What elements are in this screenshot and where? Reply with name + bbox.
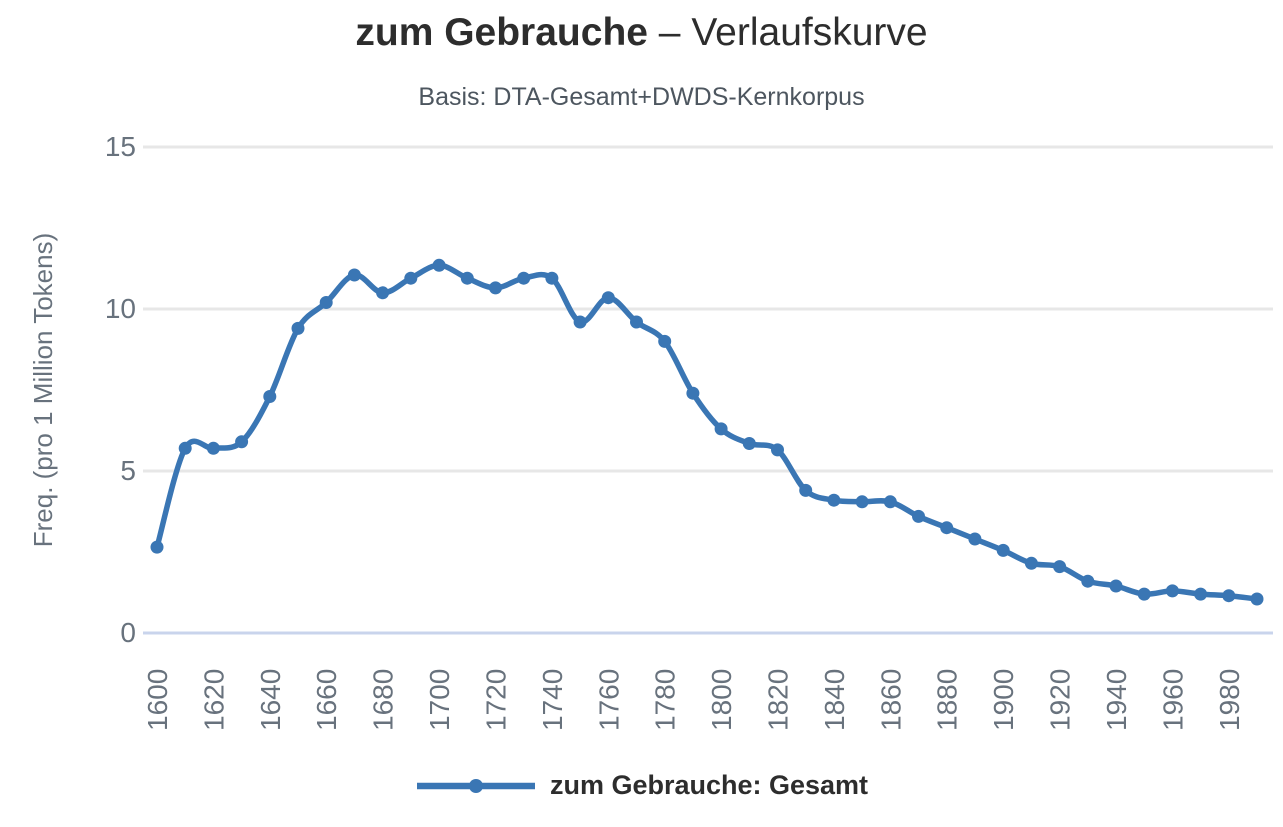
data-point: [1222, 589, 1236, 603]
x-tick-label: 1840: [819, 669, 850, 731]
data-point: [376, 286, 390, 300]
x-tick-label: 1820: [763, 669, 794, 731]
chart-subtitle: Basis: DTA-Gesamt+DWDS-Kernkorpus: [418, 83, 865, 111]
data-point: [235, 435, 249, 449]
data-point: [630, 315, 643, 329]
data-point: [319, 296, 333, 309]
data-point: [686, 386, 700, 400]
title-term: zum Gebrauche: [355, 11, 648, 54]
data-point: [1109, 579, 1123, 593]
legend-marker-icon: [468, 778, 483, 793]
legend: zum Gebrauche: Gesamt: [0, 770, 1283, 801]
x-tick-label: 1720: [481, 669, 512, 731]
data-point: [1165, 584, 1179, 598]
data-point: [545, 271, 559, 285]
data-point: [1250, 592, 1264, 606]
x-tick-label: 1860: [875, 669, 906, 731]
data-point: [996, 543, 1010, 557]
x-tick-label: 1900: [988, 669, 1019, 731]
data-point: [517, 271, 531, 285]
line-chart: 0 5 10 15 1600 1620 1640 1660 1680 1700 1720 1740 17…: [28, 131, 1273, 731]
x-tick-label: 1620: [198, 669, 229, 731]
x-tick-label: 1600: [142, 669, 173, 731]
y-tick-label: 5: [120, 455, 136, 486]
x-tick-label: 1880: [932, 669, 963, 731]
page-title: zum Gebrauche – Verlaufskurve: [0, 10, 1283, 56]
data-point: [827, 493, 841, 507]
data-point: [432, 258, 446, 272]
data-point: [940, 521, 954, 535]
data-point: [855, 495, 869, 509]
x-tick-label: 1740: [537, 669, 568, 731]
x-tick-label: 1960: [1157, 669, 1188, 731]
data-point: [912, 509, 925, 523]
data-point: [714, 422, 728, 436]
x-tick-label: 1780: [650, 669, 681, 731]
y-tick-label: 10: [105, 293, 136, 324]
series-line: [154, 262, 1260, 602]
data-point: [178, 441, 192, 455]
y-axis-title: Freq. (pro 1 Million Tokens): [28, 233, 58, 548]
data-point: [1137, 587, 1151, 601]
data-point: [347, 268, 361, 282]
data-point: [742, 437, 756, 450]
x-tick-label: 1700: [424, 669, 455, 731]
data-point: [404, 271, 418, 285]
x-tick-label: 1980: [1214, 669, 1245, 731]
y-tick-label: 0: [120, 617, 136, 648]
data-point: [291, 321, 305, 335]
data-point: [883, 495, 897, 509]
x-tick-label: 1920: [1045, 669, 1076, 731]
x-tick-label: 1800: [706, 669, 737, 731]
data-point: [601, 291, 615, 305]
data-point: [771, 443, 784, 457]
data-point: [1194, 587, 1208, 601]
data-point: [799, 483, 813, 497]
data-point: [460, 271, 474, 285]
data-point: [1024, 556, 1038, 570]
data-point: [1053, 560, 1067, 574]
data-point: [150, 540, 164, 554]
x-tick-label: 1760: [593, 669, 624, 731]
x-tick-label: 1640: [255, 669, 286, 731]
y-tick-label: 15: [105, 131, 136, 162]
x-tick-label: 1660: [311, 669, 342, 731]
legend-label: zum Gebrauche: Gesamt: [549, 770, 869, 800]
data-point: [968, 532, 982, 546]
data-point: [206, 441, 220, 455]
x-tick-label: 1940: [1101, 669, 1132, 731]
x-tick-label: 1680: [368, 669, 399, 731]
data-point: [573, 315, 587, 329]
title-suffix: – Verlaufskurve: [647, 11, 928, 54]
legend-swatch: [416, 778, 535, 793]
data-point: [489, 281, 502, 295]
data-point: [1081, 574, 1095, 588]
data-point: [263, 390, 277, 403]
data-point: [658, 334, 672, 348]
